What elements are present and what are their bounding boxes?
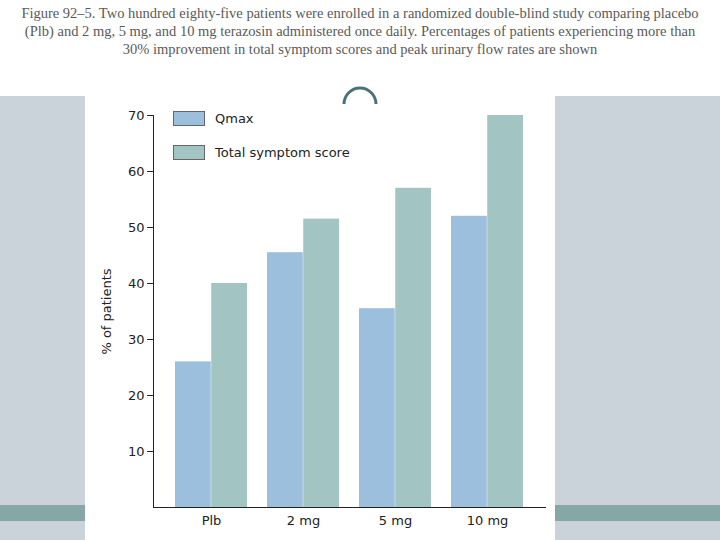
svg-text:70: 70 (128, 108, 145, 123)
html-text:Figure 92–5. Two hundred eight: Figure 92–5. Two hundred eighty-five pat… (21, 5, 699, 57)
svg-text:10 mg: 10 mg (467, 513, 509, 528)
html-text:Qmax: Qmax (215, 110, 254, 126)
svg-text:Plb: Plb (202, 513, 222, 528)
svg-text:50: 50 (128, 220, 145, 235)
svg-text:40: 40 (128, 276, 145, 291)
svg-text:20: 20 (128, 388, 145, 403)
svg-text:5 mg: 5 mg (379, 513, 412, 528)
svg-text:10: 10 (128, 444, 145, 459)
html-text:Total symptom score: Total symptom score (215, 144, 350, 160)
svg-text:30: 30 (128, 332, 145, 347)
svg-text:60: 60 (128, 164, 145, 179)
svg-text:% of patients: % of patients (99, 268, 114, 354)
svg-text:2 mg: 2 mg (287, 513, 320, 528)
